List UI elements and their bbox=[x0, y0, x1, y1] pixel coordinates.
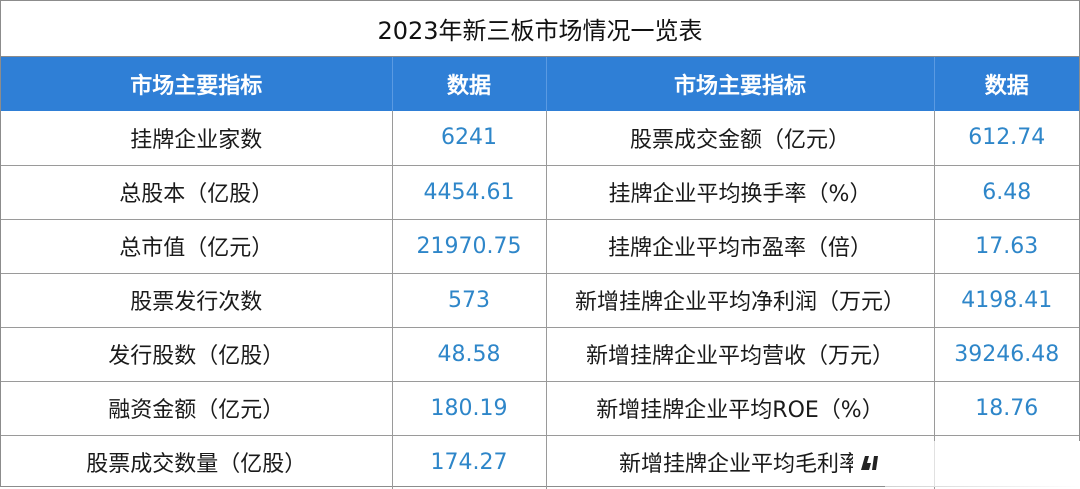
right-value-cell: 18.76 bbox=[934, 380, 1079, 435]
left-value-cell: 573 bbox=[392, 272, 547, 327]
left-value-cell: 6241 bbox=[392, 111, 547, 165]
table-row: 挂牌企业家数 6241 股票成交金额（亿元） 612.74 bbox=[1, 111, 1079, 165]
left-indicator-cell: 融资金额（亿元） bbox=[1, 380, 393, 435]
right-indicator-cell: 新增挂牌企业平均净利润（万元） bbox=[546, 272, 935, 327]
table-row: 发行股数（亿股） 48.58 新增挂牌企业平均营收（万元） 39246.48 bbox=[1, 326, 1079, 381]
right-value-cell: 4198.41 bbox=[934, 272, 1079, 327]
table-row: 股票发行次数 573 新增挂牌企业平均净利润（万元） 4198.41 bbox=[1, 272, 1079, 327]
header-indicator-left: 市场主要指标 bbox=[1, 57, 393, 111]
logo-watermark-icon bbox=[853, 453, 887, 473]
right-indicator-cell: 新增挂牌企业平均ROE（%） bbox=[546, 380, 935, 435]
right-indicator-cell: 新增挂牌企业平均营收（万元） bbox=[546, 326, 935, 381]
left-indicator-cell: 总股本（亿股） bbox=[1, 164, 393, 219]
left-value-cell: 48.58 bbox=[392, 326, 547, 381]
header-data-right: 数据 bbox=[984, 74, 1029, 99]
table-title: 2023年新三板市场情况一览表 bbox=[1, 1, 1079, 57]
left-indicator-cell: 股票发行次数 bbox=[1, 272, 393, 327]
left-value-cell: 174.27 bbox=[392, 434, 547, 489]
left-indicator-cell: 挂牌企业家数 bbox=[1, 111, 393, 165]
right-indicator-cell: 挂牌企业平均市盈率（倍） bbox=[546, 218, 935, 273]
right-value-cell: 17.63 bbox=[934, 218, 1079, 273]
header-data-left: 数据 bbox=[392, 57, 547, 111]
table-row: 总股本（亿股） 4454.61 挂牌企业平均换手率（%） 6.48 bbox=[1, 164, 1079, 219]
right-value-cell: 39246.48 bbox=[934, 326, 1079, 381]
table-row: 融资金额（亿元） 180.19 新增挂牌企业平均ROE（%） 18.76 bbox=[1, 380, 1079, 435]
right-value-cell: 6.48 bbox=[934, 164, 1079, 219]
right-indicator-cell: 股票成交金额（亿元） bbox=[546, 111, 935, 165]
right-indicator-cell: 挂牌企业平均换手率（%） bbox=[546, 164, 935, 219]
market-summary-table: 市场主要指标 数据 市场主要指标 数据 挂牌企业家数 6241 股票成交金额（亿… bbox=[1, 57, 1079, 489]
header-indicator-right: 市场主要指标 bbox=[546, 57, 935, 111]
watermark-overlay bbox=[885, 441, 1080, 487]
left-indicator-cell: 总市值（亿元） bbox=[1, 218, 393, 273]
left-value-cell: 21970.75 bbox=[392, 218, 547, 273]
left-indicator-cell: 股票成交数量（亿股） bbox=[1, 434, 393, 489]
right-value-cell: 612.74 bbox=[968, 125, 1046, 151]
table-row: 总市值（亿元） 21970.75 挂牌企业平均市盈率（倍） 17.63 bbox=[1, 218, 1079, 273]
left-value-cell: 180.19 bbox=[392, 380, 547, 435]
left-value-cell: 4454.61 bbox=[392, 164, 547, 219]
table-header-row: 市场主要指标 数据 市场主要指标 数据 bbox=[1, 57, 1079, 111]
left-indicator-cell: 发行股数（亿股） bbox=[1, 326, 393, 381]
